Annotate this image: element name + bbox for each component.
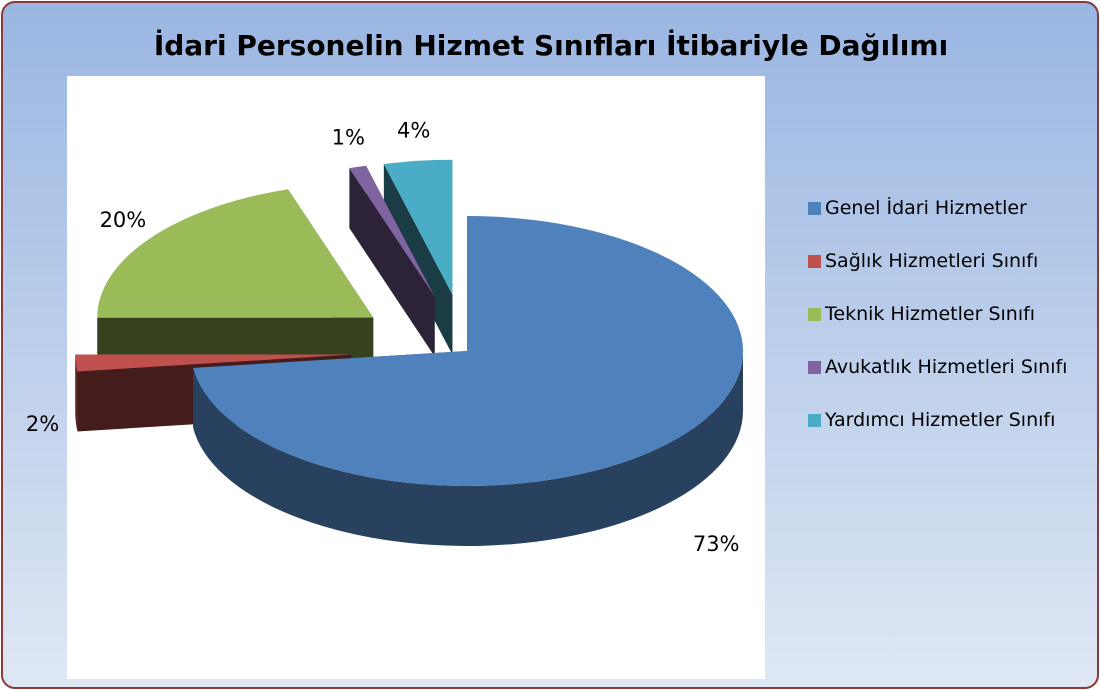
legend-label: Sağlık Hizmetleri Sınıfı (825, 250, 1039, 272)
legend-swatch (808, 308, 821, 321)
legend-swatch (808, 414, 821, 427)
slice-side (383, 163, 453, 355)
legend-swatch (808, 202, 821, 215)
data-label: 4% (397, 118, 430, 142)
data-label: 73% (693, 532, 740, 556)
legend-label: Yardımcı Hizmetler Sınıfı (825, 409, 1056, 431)
slice (97, 189, 374, 318)
legend-item: Sağlık Hizmetleri Sınıfı (808, 246, 1083, 277)
slice (193, 216, 744, 486)
legend-swatch (808, 255, 821, 268)
data-label: 20% (100, 208, 147, 232)
legend-item: Avukatlık Hizmetleri Sınıfı (808, 352, 1083, 383)
legend: Genel İdari Hizmetler Sağlık Hizmetleri S… (808, 193, 1083, 458)
legend-item: Teknik Hizmetler Sınıfı (808, 299, 1083, 330)
data-label: 1% (332, 125, 365, 149)
legend-label: Genel İdari Hizmetler (825, 197, 1027, 219)
slice (349, 165, 435, 297)
legend-label: Teknik Hizmetler Sınıfı (825, 303, 1036, 325)
legend-item: Genel İdari Hizmetler (808, 193, 1083, 224)
legend-item: Yardımcı Hizmetler Sınıfı (808, 405, 1083, 436)
slice-wall (75, 354, 78, 432)
legend-swatch (808, 361, 821, 374)
slice (75, 354, 352, 372)
chart: İdari Personelin Hizmet Sınıfları İtibar… (26, 28, 948, 556)
slice-wall (193, 351, 744, 547)
data-label: 2% (26, 412, 59, 436)
slice (383, 159, 453, 295)
legend-label: Avukatlık Hizmetleri Sınıfı (825, 356, 1068, 378)
chart-title: İdari Personelin Hizmet Sınıfları İtibar… (154, 28, 948, 62)
